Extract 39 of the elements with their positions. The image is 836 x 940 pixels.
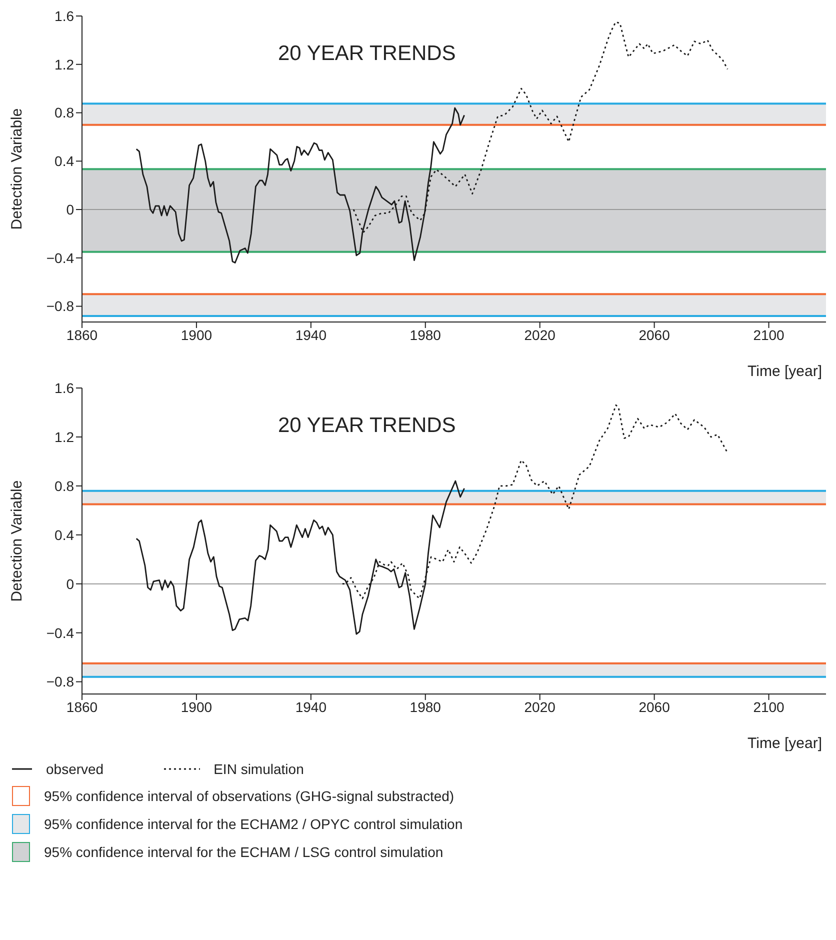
x-tick-label: 2100 — [753, 698, 785, 715]
y-axis-title: Detection Variable — [8, 480, 26, 602]
x-tick-label: 2100 — [753, 326, 785, 343]
legend-label: 95% confidence interval of observations (GHG-signal substracted) — [44, 788, 454, 804]
y-axis-title: Detection Variable — [8, 108, 26, 230]
x-tick-label: 1860 — [66, 698, 98, 715]
y-tick-label: 1.2 — [54, 428, 74, 445]
y-tick-label: 0.4 — [54, 153, 74, 170]
y-tick-label: 1.6 — [54, 380, 74, 396]
legend-label: EIN simulation — [214, 761, 304, 777]
legend-label: observed — [46, 761, 104, 777]
x-axis-title: Time [year] — [748, 363, 822, 380]
y-tick-label: 0 — [66, 201, 74, 218]
legend-label: 95% confidence interval for the ECHAM2 / OPYC control simulation — [44, 816, 463, 832]
x-tick-label: 1900 — [180, 326, 212, 343]
y-tick-label: −0.8 — [46, 674, 74, 690]
x-tick-label: 1900 — [180, 698, 212, 715]
x-tick-label: 2020 — [524, 698, 556, 715]
y-tick-label: −0.4 — [46, 624, 74, 641]
x-tick-label: 1940 — [295, 698, 327, 715]
y-tick-label: −0.8 — [46, 298, 74, 314]
x-tick-label: 2060 — [638, 698, 670, 715]
legend-label: 95% confidence interval for the ECHAM / LSG control simulation — [44, 844, 444, 860]
x-axis-title: Time [year] — [748, 735, 822, 752]
x-tick-label: 2020 — [524, 326, 556, 343]
y-tick-label: 0.8 — [54, 478, 74, 494]
y-tick-label: 1.2 — [54, 56, 74, 72]
text: 20 YEAR TRENDS — [278, 42, 456, 66]
text: 20 YEAR TRENDS — [278, 414, 456, 438]
x-tick-label: 2060 — [638, 326, 670, 343]
x-tick-label: 1940 — [295, 326, 327, 343]
y-tick-label: 0.8 — [54, 104, 74, 121]
x-tick-label: 1980 — [410, 698, 442, 715]
x-tick-label: 1860 — [66, 326, 98, 343]
y-tick-label: 1.6 — [54, 8, 74, 24]
y-tick-label: 0 — [66, 576, 74, 592]
x-tick-label: 1980 — [410, 326, 442, 343]
y-tick-label: −0.4 — [46, 250, 74, 266]
y-tick-label: 0.4 — [54, 526, 74, 543]
